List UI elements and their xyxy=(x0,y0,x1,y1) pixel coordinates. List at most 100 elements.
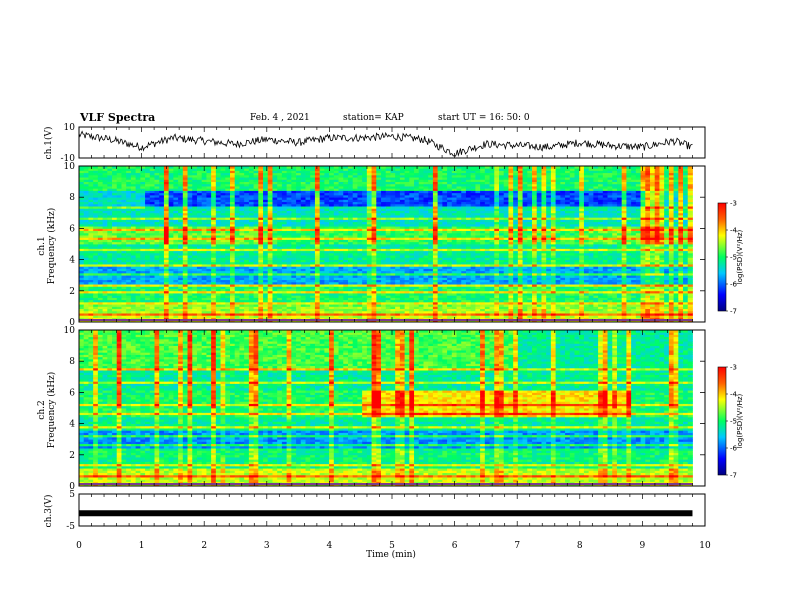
spectrogram-cell xyxy=(159,188,165,191)
spectrogram-cell xyxy=(145,230,151,234)
spectrogram-cell xyxy=(130,297,137,301)
spectrogram-cell xyxy=(97,168,103,171)
spectrogram-cell xyxy=(116,261,122,265)
spectrogram-cell xyxy=(130,203,137,207)
spectrogram-cell xyxy=(83,166,89,169)
spectrogram-cell xyxy=(168,194,174,198)
spectrogram-cell xyxy=(130,313,137,316)
spectrogram-cell xyxy=(211,248,217,252)
spectrogram-cell xyxy=(126,304,132,307)
spectrogram-cell xyxy=(121,244,127,247)
spectrogram-cell xyxy=(145,308,151,312)
spectrogram-cell xyxy=(182,268,188,272)
spectrogram-cell xyxy=(93,192,99,196)
spectrogram-cell xyxy=(112,203,118,207)
spectrogram-cell xyxy=(121,310,127,314)
spectrogram-cell xyxy=(201,215,207,218)
spectrogram-cell xyxy=(83,235,89,238)
spectrogram-cell xyxy=(130,201,137,205)
spectrogram-cell xyxy=(154,181,160,185)
spectrogram-cell xyxy=(149,281,155,285)
spectrogram-cell xyxy=(201,226,207,229)
spectrogram-cell xyxy=(140,194,146,198)
spectrogram-cell xyxy=(211,244,217,247)
spectrogram-cell xyxy=(154,223,160,227)
spectrogram-cell xyxy=(107,177,113,180)
spectrogram-cell xyxy=(173,257,179,260)
spectrogram-cell xyxy=(206,261,212,265)
spectrogram-cell xyxy=(88,255,94,258)
spectrogram-cell xyxy=(126,317,132,321)
spectrogram-cell xyxy=(196,197,203,200)
spectrogram-cell xyxy=(159,257,165,260)
spectrogram-cell xyxy=(154,281,160,285)
spectrogram-cell xyxy=(211,168,217,171)
spectrogram-cell xyxy=(97,239,103,243)
spectrogram-cell xyxy=(93,199,99,203)
spectrogram-cell xyxy=(163,183,170,187)
spectrogram-cell xyxy=(130,261,137,265)
spectrogram-cell xyxy=(173,277,179,281)
spectrogram-cell xyxy=(140,248,146,252)
spectrogram-cell xyxy=(102,295,108,298)
spectrogram-cell xyxy=(178,315,184,318)
spectrogram-cell xyxy=(196,275,203,278)
spectrogram-cell xyxy=(83,272,89,276)
spectrogram-cell xyxy=(182,172,188,176)
spectrogram-cell xyxy=(201,237,207,240)
spectrogram-cell xyxy=(196,268,203,272)
spectrogram-cell xyxy=(83,219,89,223)
spectrogram-cell xyxy=(178,246,184,249)
spectrogram-cell xyxy=(159,179,165,182)
spectrogram-cell xyxy=(83,186,89,189)
spectrogram-cell xyxy=(215,248,221,252)
spectrogram-cell xyxy=(178,290,184,294)
spectrogram-cell xyxy=(196,199,203,203)
spectrogram-cell xyxy=(93,221,99,225)
spectrogram-cell xyxy=(192,168,198,171)
spectrogram-cell xyxy=(187,319,193,323)
spectrogram-cell xyxy=(107,168,113,171)
spectrogram-cell xyxy=(159,235,165,238)
spectrogram-cell xyxy=(182,203,188,207)
spectrogram-cell xyxy=(79,190,85,194)
spectrogram-cell xyxy=(83,203,89,207)
spectrogram-cell xyxy=(154,272,160,276)
spectrogram-cell xyxy=(79,186,85,189)
spectrogram-cell xyxy=(154,313,160,316)
spectrogram-cell xyxy=(196,203,203,207)
spectrogram-cell xyxy=(178,226,184,229)
spectrogram-cell xyxy=(206,183,212,187)
spectrogram-cell xyxy=(107,221,113,225)
spectrogram-cell xyxy=(116,199,122,203)
spectrogram-cell xyxy=(173,266,179,269)
spectrogram-cell xyxy=(121,270,127,274)
spectrogram-cell xyxy=(88,246,94,249)
spectrogram-cell xyxy=(192,246,198,249)
spectrogram-cell xyxy=(187,270,193,274)
spectrogram-cell xyxy=(201,261,207,265)
spectrogram-cell xyxy=(121,203,127,207)
spectrogram-cell xyxy=(112,250,118,254)
spectrogram-cell xyxy=(187,279,193,283)
spectrogram-cell xyxy=(93,319,99,323)
spectrogram-cell xyxy=(135,317,141,321)
spectrogram-cell xyxy=(112,172,118,176)
spectrogram-cell xyxy=(97,279,103,283)
y-tick-label: 10 xyxy=(64,123,76,133)
spectrogram-cell xyxy=(215,319,221,323)
spectrogram-cell xyxy=(182,272,188,276)
spectrogram-cell xyxy=(168,172,174,176)
spectrogram-cell xyxy=(187,217,193,220)
spectrogram-cell xyxy=(168,255,174,258)
spectrogram-cell xyxy=(83,170,89,174)
spectrogram-cell xyxy=(145,172,151,176)
spectrogram-cell xyxy=(159,270,165,274)
spectrogram-cell xyxy=(206,199,212,203)
spectrogram-cell xyxy=(88,277,94,281)
spectrogram-cell xyxy=(154,248,160,252)
spectrogram-cell xyxy=(196,210,203,214)
spectrogram-cell xyxy=(187,264,193,267)
spectrogram-cell xyxy=(88,310,94,314)
spectrogram-cell xyxy=(192,237,198,240)
